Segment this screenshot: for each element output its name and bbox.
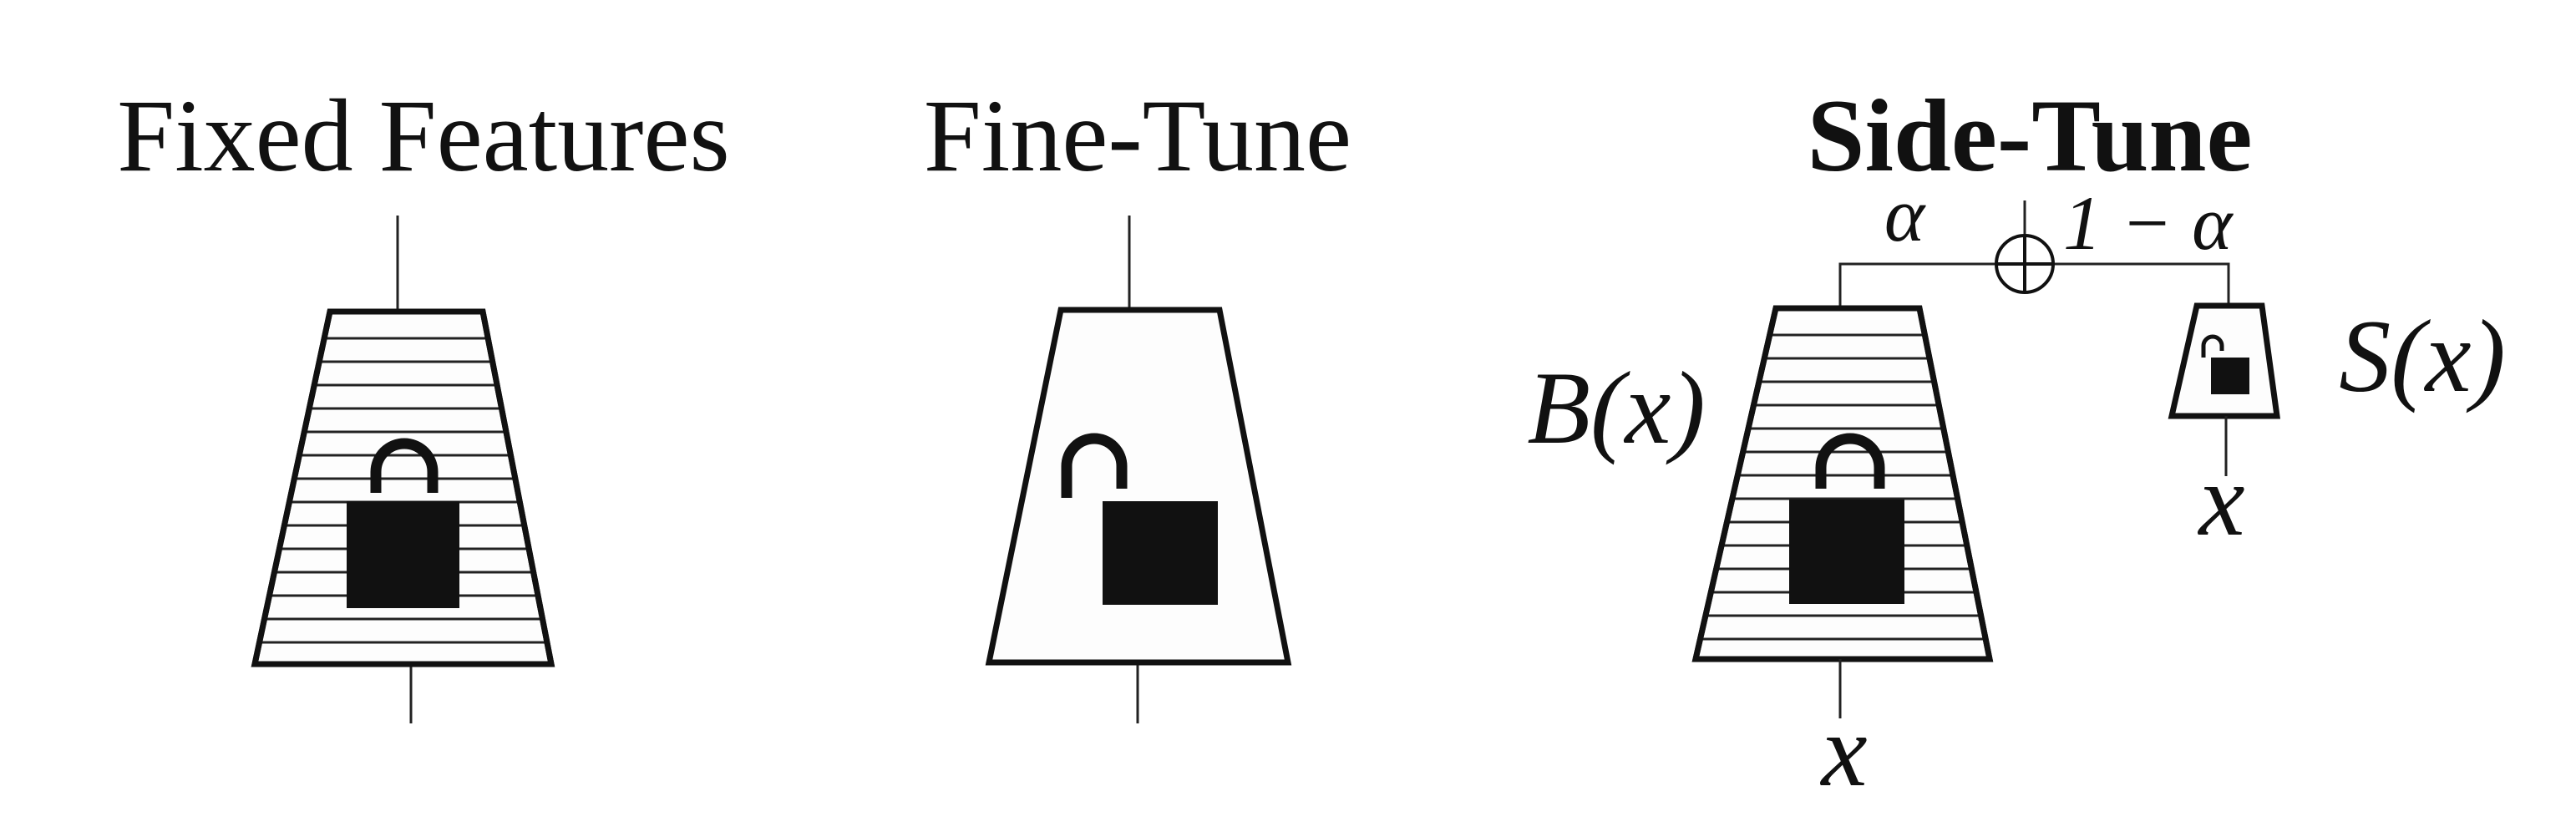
panel-fine-tune: Fine-Tune [924, 79, 1351, 723]
panel-side-tune: Side-Tune α 1 − α B(x) [1527, 79, 2506, 808]
lock-closed-icon [1789, 433, 1904, 604]
alpha-weight-label: α [1884, 172, 1926, 257]
lock-closed-icon [347, 438, 459, 608]
panel-title-side-tune: Side-Tune [1808, 79, 2253, 193]
panel-title-fine-tune: Fine-Tune [924, 79, 1351, 193]
side-input-label: x [2197, 443, 2244, 557]
base-input-label: x [1819, 693, 1867, 808]
base-network-block [1691, 305, 1994, 662]
combine-plus-icon [1995, 234, 2055, 294]
base-network-label: B(x) [1527, 351, 1705, 465]
panel-fixed-features: Fixed Features [117, 79, 730, 723]
lock-open-icon [2201, 334, 2249, 394]
side-output-wire [2051, 262, 2230, 306]
side-network-label: S(x) [2339, 299, 2506, 413]
frozen-network-block [251, 308, 555, 667]
base-output-wire [1838, 262, 1999, 308]
panel-title-fixed-features: Fixed Features [117, 79, 730, 193]
one-minus-alpha-weight-label: 1 − α [2063, 180, 2234, 266]
lock-open-icon [1061, 433, 1218, 605]
trainable-network-block [985, 307, 1292, 666]
